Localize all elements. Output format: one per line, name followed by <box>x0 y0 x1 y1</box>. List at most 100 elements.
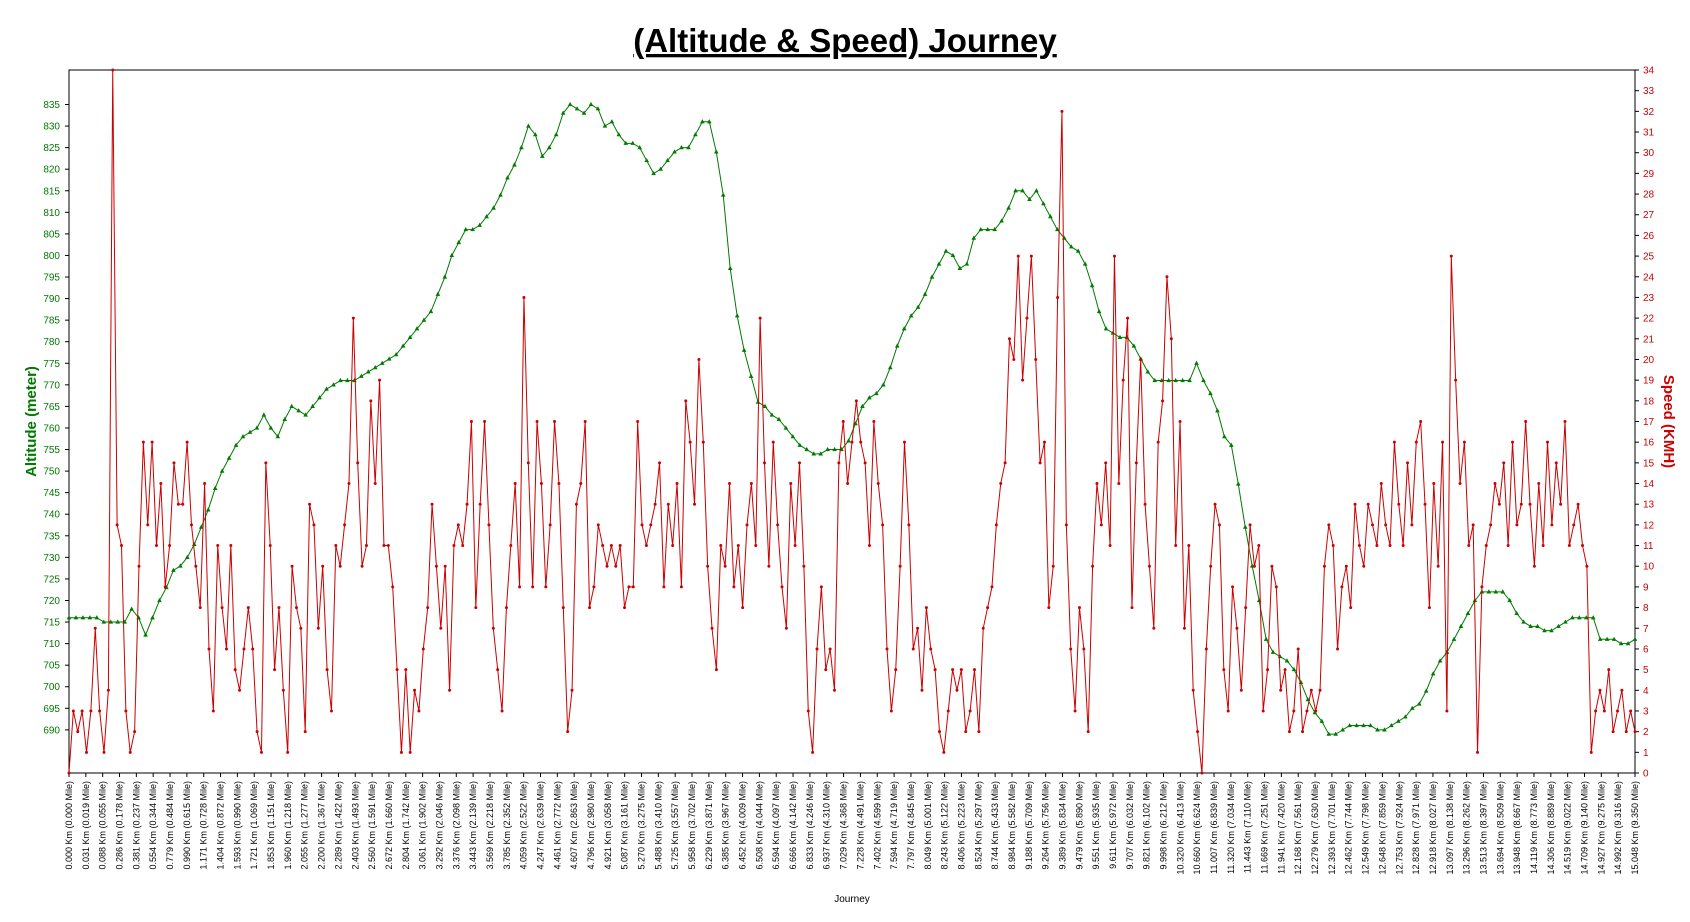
speed-point <box>408 750 412 754</box>
y-right-tick-label: 3 <box>1643 706 1649 717</box>
speed-point <box>378 378 382 382</box>
speed-point <box>793 544 797 548</box>
speed-point <box>207 647 211 651</box>
speed-point <box>1537 482 1541 486</box>
y-right-tick-label: 9 <box>1643 582 1649 593</box>
y-right-tick-label: 2 <box>1643 727 1649 738</box>
speed-point <box>1126 316 1130 320</box>
altitude-point <box>491 205 496 210</box>
y-right-tick-label: 32 <box>1643 107 1655 118</box>
speed-point <box>1204 647 1208 651</box>
speed-point <box>798 461 802 465</box>
speed-point <box>251 647 255 651</box>
speed-point <box>150 440 154 444</box>
speed-point <box>1476 750 1480 754</box>
x-tick-label: 12.549 Km (7.798 Mile) <box>1361 781 1371 875</box>
altitude-point <box>386 356 392 361</box>
speed-point <box>553 420 557 423</box>
speed-point <box>67 771 71 775</box>
speed-point <box>1379 482 1383 486</box>
altitude-point <box>1618 641 1624 646</box>
speed-point <box>1519 502 1523 506</box>
altitude-point <box>707 119 712 124</box>
speed-point <box>290 564 294 568</box>
y-right-tick-label: 16 <box>1643 438 1655 449</box>
speed-point <box>1616 709 1620 713</box>
speed-point <box>574 502 578 506</box>
speed-point <box>1178 420 1182 423</box>
y-left-tick-label: 705 <box>43 661 60 672</box>
altitude-point <box>1235 481 1241 486</box>
speed-point <box>294 606 298 610</box>
y-left-tick-label: 760 <box>43 423 60 434</box>
speed-point <box>815 647 819 651</box>
speed-point <box>802 564 806 568</box>
y-right-tick-label: 21 <box>1643 334 1655 345</box>
speed-point <box>1550 523 1554 527</box>
x-tick-label: 0.779 Km (0.484 Mile) <box>165 781 175 870</box>
x-tick-label: 2.403 Km (1.493 Mile) <box>350 781 360 870</box>
speed-point <box>491 626 495 630</box>
x-tick-label: 7.029 Km (4.368 Mile) <box>839 781 849 870</box>
speed-point <box>1130 606 1134 610</box>
altitude-point <box>825 446 830 452</box>
y-right-tick-label: 5 <box>1643 665 1649 676</box>
altitude-point <box>672 149 677 154</box>
altitude-point <box>414 326 420 331</box>
speed-point <box>159 482 163 486</box>
altitude-point <box>1437 658 1443 663</box>
speed-point <box>509 544 513 548</box>
speed-point <box>76 730 80 734</box>
speed-point <box>863 461 867 465</box>
altitude-point <box>1570 615 1575 620</box>
x-tick-label: 12.393 Km (7.701 Mile) <box>1327 781 1337 875</box>
altitude-point <box>275 433 281 439</box>
x-tick-label: 3.443 Km (2.139 Mile) <box>468 781 478 870</box>
y-left-tick-label: 805 <box>43 229 60 240</box>
speed-point <box>601 544 605 548</box>
speed-point <box>749 482 753 486</box>
altitude-point <box>811 451 817 456</box>
speed-point <box>1042 440 1046 444</box>
altitude-point <box>512 162 517 167</box>
speed-point <box>1226 709 1230 713</box>
altitude-point <box>1326 731 1332 736</box>
speed-point <box>1371 523 1375 527</box>
altitude-point <box>1201 377 1206 383</box>
speed-point <box>1397 502 1401 506</box>
x-tick-label: 0.000 Km (0.000 Mile) <box>64 781 74 870</box>
speed-point <box>994 523 998 527</box>
speed-point <box>1423 502 1427 506</box>
altitude-point <box>365 369 371 374</box>
x-tick-label: 9.821 Km (6.102 Mile) <box>1142 781 1152 870</box>
altitude-point <box>651 170 656 176</box>
speed-point <box>216 544 220 548</box>
speed-point <box>364 544 368 548</box>
speed-point <box>1239 688 1243 692</box>
x-tick-label: 3.785 Km (2.352 Mile) <box>502 781 512 870</box>
speed-point <box>1611 730 1615 734</box>
altitude-point <box>289 403 295 409</box>
y-left-tick-label: 690 <box>43 725 60 736</box>
altitude-point <box>247 429 253 434</box>
speed-point <box>220 606 224 610</box>
speed-point <box>592 585 596 589</box>
x-tick-label: 12.168 Km (7.561 Mile) <box>1293 781 1303 875</box>
x-tick-label: 6.937 Km (4.310 Mile) <box>822 781 832 870</box>
y-right-tick-label: 0 <box>1643 769 1649 780</box>
x-tick-label: 3.569 Km (2.218 Mile) <box>485 781 495 870</box>
speed-point <box>837 461 841 465</box>
speed-point <box>1196 730 1200 734</box>
speed-point <box>1165 275 1169 279</box>
speed-point <box>189 523 193 527</box>
altitude-point <box>442 274 448 279</box>
y-left-tick-label: 720 <box>43 596 60 607</box>
altitude-point <box>456 239 462 245</box>
x-tick-label: 9.551 Km (5.935 Mile) <box>1091 781 1101 870</box>
altitude-point <box>1507 597 1513 603</box>
altitude-point <box>1173 377 1178 383</box>
speed-point <box>977 730 981 734</box>
speed-point <box>758 316 762 320</box>
altitude-point <box>964 261 970 266</box>
altitude-point <box>359 373 364 378</box>
